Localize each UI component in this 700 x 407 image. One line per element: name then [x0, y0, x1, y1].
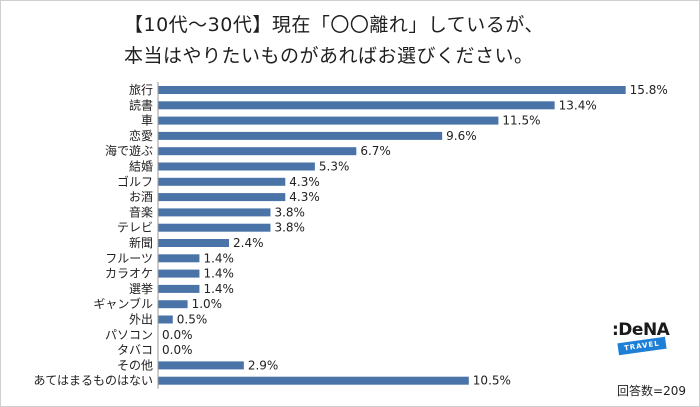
bar [158, 101, 555, 110]
bar [158, 177, 286, 186]
category-label: ゴルフ [117, 174, 153, 189]
value-label: 4.3% [289, 190, 320, 204]
category-label: タバコ [117, 343, 153, 357]
value-label: 1.0% [192, 297, 223, 311]
value-label: 3.8% [274, 205, 305, 219]
value-label: 5.3% [319, 160, 350, 174]
chart-title-line-2: 本当はやりたいものがあればお選びください。 [124, 45, 534, 67]
category-label: 音楽 [129, 204, 153, 219]
value-label: 0.0% [162, 328, 193, 342]
value-label: 11.5% [502, 114, 540, 128]
value-label: 0.0% [162, 343, 193, 357]
value-label: 2.4% [233, 236, 263, 250]
value-label: 3.8% [274, 221, 305, 235]
value-label: 4.3% [289, 175, 320, 189]
category-label: あてはまるものはない [33, 374, 153, 388]
value-label: 13.4% [559, 98, 597, 112]
category-label: 選挙 [129, 282, 153, 296]
bar [158, 223, 271, 232]
category-label: 旅行 [129, 83, 153, 97]
bar [158, 269, 200, 278]
category-label: 結婚 [129, 160, 153, 174]
category-label: ギャンブル [93, 296, 153, 311]
bar [158, 162, 315, 171]
bar [158, 86, 626, 94]
sample-size-note: 回答数=209 [617, 384, 686, 398]
bar [158, 284, 200, 293]
bar [158, 208, 271, 217]
value-label: 1.4% [203, 267, 234, 281]
value-label: 2.9% [248, 358, 279, 372]
value-label: 1.4% [203, 282, 234, 296]
category-label: テレビ [117, 221, 153, 235]
category-label: 海で遊ぶ [105, 143, 153, 158]
category-label: フルーツ [105, 251, 153, 265]
logo-wordmark: :DeNA [612, 320, 670, 340]
bar [158, 131, 443, 140]
value-label: 1.4% [203, 251, 234, 265]
category-label: 外出 [129, 313, 153, 327]
bar [158, 147, 357, 156]
category-label: 車 [141, 114, 153, 128]
value-label: 9.6% [446, 129, 477, 143]
bar [158, 239, 230, 247]
category-label: カラオケ [105, 267, 153, 281]
bar [158, 300, 188, 309]
chart-title-line-1: 【10代～30代】現在「〇〇離れ」しているが、 [124, 14, 544, 36]
bar [158, 361, 244, 370]
bar-group: 旅行 15.8% 読書 13.4% 車 11.5% 恋愛 9.6% 海で遊ぶ 6.7% 結婚 5.3%… [33, 83, 667, 388]
value-label: 6.7% [360, 144, 391, 158]
category-label: 新聞 [129, 235, 153, 250]
category-label: 恋愛 [129, 128, 153, 143]
category-label: お酒 [129, 190, 153, 204]
bar [158, 315, 173, 324]
value-label: 10.5% [473, 374, 511, 388]
bar [158, 116, 499, 125]
category-label: その他 [117, 358, 153, 372]
category-label: 読書 [129, 97, 153, 112]
bar [158, 193, 286, 202]
bar [158, 376, 469, 385]
bar [158, 254, 200, 263]
category-label: パソコン [105, 328, 153, 342]
value-label: 15.8% [630, 83, 668, 97]
value-label: 0.5% [177, 313, 208, 327]
dena-travel-logo: :DeNA TRAVEL [612, 320, 672, 360]
